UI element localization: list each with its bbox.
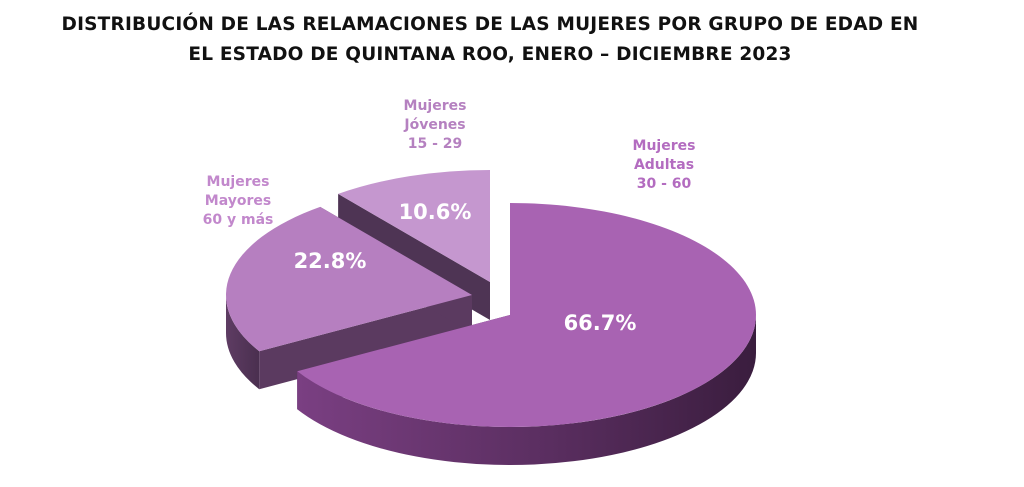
slice-category-label-line-0-0: Mujeres <box>633 138 696 154</box>
pie-slice-side-1-0 <box>226 295 260 390</box>
slice-value-label-1: 22.8% <box>294 249 367 273</box>
title-line-2: EL ESTADO DE QUINTANA ROO, ENERO – DICIE… <box>188 44 792 65</box>
pie-slice-group-0 <box>297 203 756 466</box>
slice-category-label-2: Mujeres Jóvenes 15 - 29 <box>403 98 466 152</box>
pie-slice-1 <box>225 206 472 352</box>
pie-slice-side-0-0 <box>297 315 756 466</box>
slice-category-label-line-0-2: 30 - 60 <box>637 176 692 192</box>
pie-slice-wall-1-0 <box>259 295 472 390</box>
slice-category-label-line-2-2: 15 - 29 <box>408 136 463 152</box>
chart-title: DISTRIBUCIÓN DE LAS RELAMACIONES DE LAS … <box>0 10 980 70</box>
slice-category-label-line-0-1: Adultas <box>634 157 694 173</box>
slice-value-label-0: 66.7% <box>564 311 637 335</box>
slice-category-label-line-2-1: Jóvenes <box>403 117 465 133</box>
slice-category-label-1: Mujeres Mayores 60 y más <box>203 174 274 228</box>
slice-value-label-2: 10.6% <box>399 200 472 224</box>
slice-category-label-line-2-0: Mujeres <box>404 98 467 114</box>
pie-slice-group-1 <box>225 206 472 390</box>
pie-slice-2 <box>338 170 490 282</box>
slice-category-label-line-1-1: Mayores <box>205 193 271 209</box>
slice-category-label-line-1-0: Mujeres <box>207 174 270 190</box>
pie-slice-0 <box>297 203 756 427</box>
slice-category-label-0: Mujeres Adultas 30 - 60 <box>633 138 696 192</box>
title-line-1: DISTRIBUCIÓN DE LAS RELAMACIONES DE LAS … <box>61 14 919 35</box>
slice-category-label-line-1-2: 60 y más <box>203 212 274 228</box>
